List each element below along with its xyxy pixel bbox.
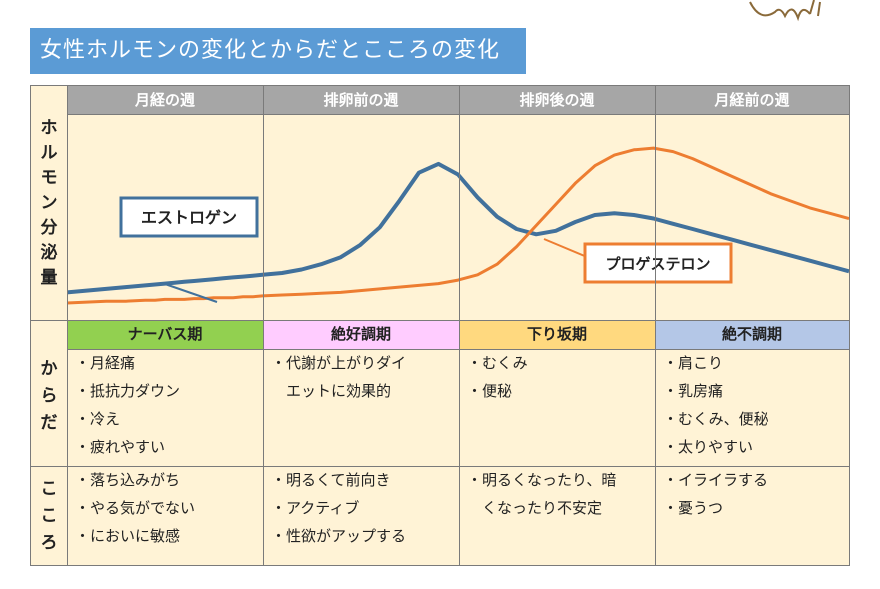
mind-symptoms-post-ovulation: ・明るくなったり、暗 くなったり不安定: [459, 466, 655, 565]
decoration-illustration: [749, 0, 821, 22]
body-symptom-item: ・便秘: [467, 382, 513, 400]
mind-label: こころ: [31, 476, 67, 557]
progesterone-line: [67, 146, 849, 305]
progesterone-pointer: [543, 238, 588, 258]
grid-line: [67, 114, 849, 115]
grid-line: [655, 86, 656, 565]
hormone-label: ホルモン分泌量: [31, 116, 67, 291]
phase-peak: 絶好調期: [263, 320, 459, 349]
mind-symptom-item: ・イライラする: [663, 471, 769, 489]
progesterone-legend-box: プロゲステロン: [583, 242, 733, 284]
mind-symptom-item: ・性欲がアップする: [271, 527, 407, 545]
mind-symptom-item: ・憂うつ: [663, 499, 724, 517]
body-symptom-item: ・疲れやすい: [75, 438, 166, 456]
mind-symptom-item: ・明るくなったり、暗: [467, 471, 617, 489]
chart-area: エストロゲン プロゲステロン: [67, 114, 849, 320]
phase-worst: 絶不調期: [655, 320, 849, 349]
week-header-premenstrual: 月経前の週: [655, 86, 849, 114]
hormone-label-char: 泌: [40, 243, 58, 263]
body-symptom-item: ・むくみ、便秘: [663, 410, 769, 428]
hormone-label-char: ン: [40, 193, 58, 213]
body-symptom-item: ・肩こり: [663, 354, 724, 372]
week-header-pre-ovulation: 排卵前の週: [263, 86, 459, 114]
mind-symptoms-menstrual: ・落ち込みがち ・やる気がでない ・においに敏感: [67, 466, 263, 565]
body-symptom-item: ・むくみ: [467, 354, 528, 372]
week-header-post-ovulation: 排卵後の週: [459, 86, 655, 114]
mind-label-char: こ: [40, 479, 58, 499]
body-label-char: か: [40, 359, 58, 379]
body-symptom-item: ・抵抗力ダウン: [75, 382, 181, 400]
mind-symptom-item: ・アクティブ: [271, 499, 360, 517]
hormone-cycle-table: ホルモン分泌量 からだ こころ 月経の週 排卵前の週 排卵後の週 月経前の週 エ…: [30, 85, 850, 566]
body-symptom-item: ・乳房痛: [663, 382, 724, 400]
phase-nervous: ナーバス期: [67, 320, 263, 349]
progesterone-label: プロゲステロン: [605, 255, 710, 273]
row-header-body: からだ: [31, 320, 67, 466]
estrogen-legend-box: エストロゲン: [119, 196, 259, 238]
hormone-label-char: 分: [40, 218, 58, 238]
hormone-label-char: ホ: [40, 118, 58, 138]
mind-symptom-item: ・明るくて前向き: [271, 471, 391, 489]
week-header-menstrual: 月経の週: [67, 86, 263, 114]
body-symptom-item: ・冷え: [75, 410, 121, 428]
body-symptom-item: ・太りやすい: [663, 438, 754, 456]
mind-label-char: こ: [40, 506, 58, 526]
body-symptoms-premenstrual: ・肩こり・乳房痛・むくみ、便秘 ・太りやすい: [655, 349, 849, 466]
mind-symptom-item: ・落ち込みがち: [75, 471, 181, 489]
row-header-hormone: ホルモン分泌量: [31, 86, 67, 320]
mind-symptoms-premenstrual: ・イライラする ・憂うつ: [655, 466, 849, 565]
grid-line: [263, 86, 264, 565]
estrogen-pointer: [164, 283, 218, 303]
hormone-chart: エストロゲン プロゲステロン: [67, 146, 849, 305]
page-title: 女性ホルモンの変化とからだとこころの変化: [30, 28, 526, 74]
hormone-label-char: モ: [40, 168, 58, 188]
grid-line: [31, 320, 849, 321]
body-symptoms-post-ovulation: ・むくみ ・便秘: [459, 349, 655, 466]
body-symptom-item: ・代謝が上がりダイ: [271, 354, 407, 372]
grid-line: [31, 466, 849, 467]
mind-symptom-item: ・においに敏感: [75, 527, 181, 545]
estrogen-line: [67, 161, 849, 295]
mind-label-char: ろ: [40, 533, 58, 553]
body-label-char: ら: [40, 386, 58, 406]
grid-line: [459, 86, 460, 565]
body-symptoms-pre-ovulation: ・代謝が上がりダイ エットに効果的: [263, 349, 459, 466]
body-symptom-item: エットに効果的: [271, 382, 392, 400]
hormone-label-char: ル: [40, 143, 58, 163]
row-header-mind: こころ: [31, 466, 67, 565]
estrogen-label: エストロゲン: [141, 208, 237, 227]
mind-symptom-item: ・やる気がでない: [75, 499, 196, 517]
phase-declining: 下り坂期: [459, 320, 655, 349]
body-label: からだ: [31, 356, 67, 437]
grid-line: [67, 349, 849, 350]
body-symptom-item: ・月経痛: [75, 354, 136, 372]
mind-symptom-item: くなったり不安定: [467, 499, 603, 517]
hormone-label-char: 量: [40, 268, 58, 288]
body-symptoms-menstrual: ・月経痛・抵抗力ダウン ・冷え・疲れやすい: [67, 349, 263, 466]
grid-line: [67, 86, 68, 565]
body-label-char: だ: [40, 413, 58, 433]
mind-symptoms-pre-ovulation: ・明るくて前向き ・アクティブ・性欲がアップする: [263, 466, 459, 565]
